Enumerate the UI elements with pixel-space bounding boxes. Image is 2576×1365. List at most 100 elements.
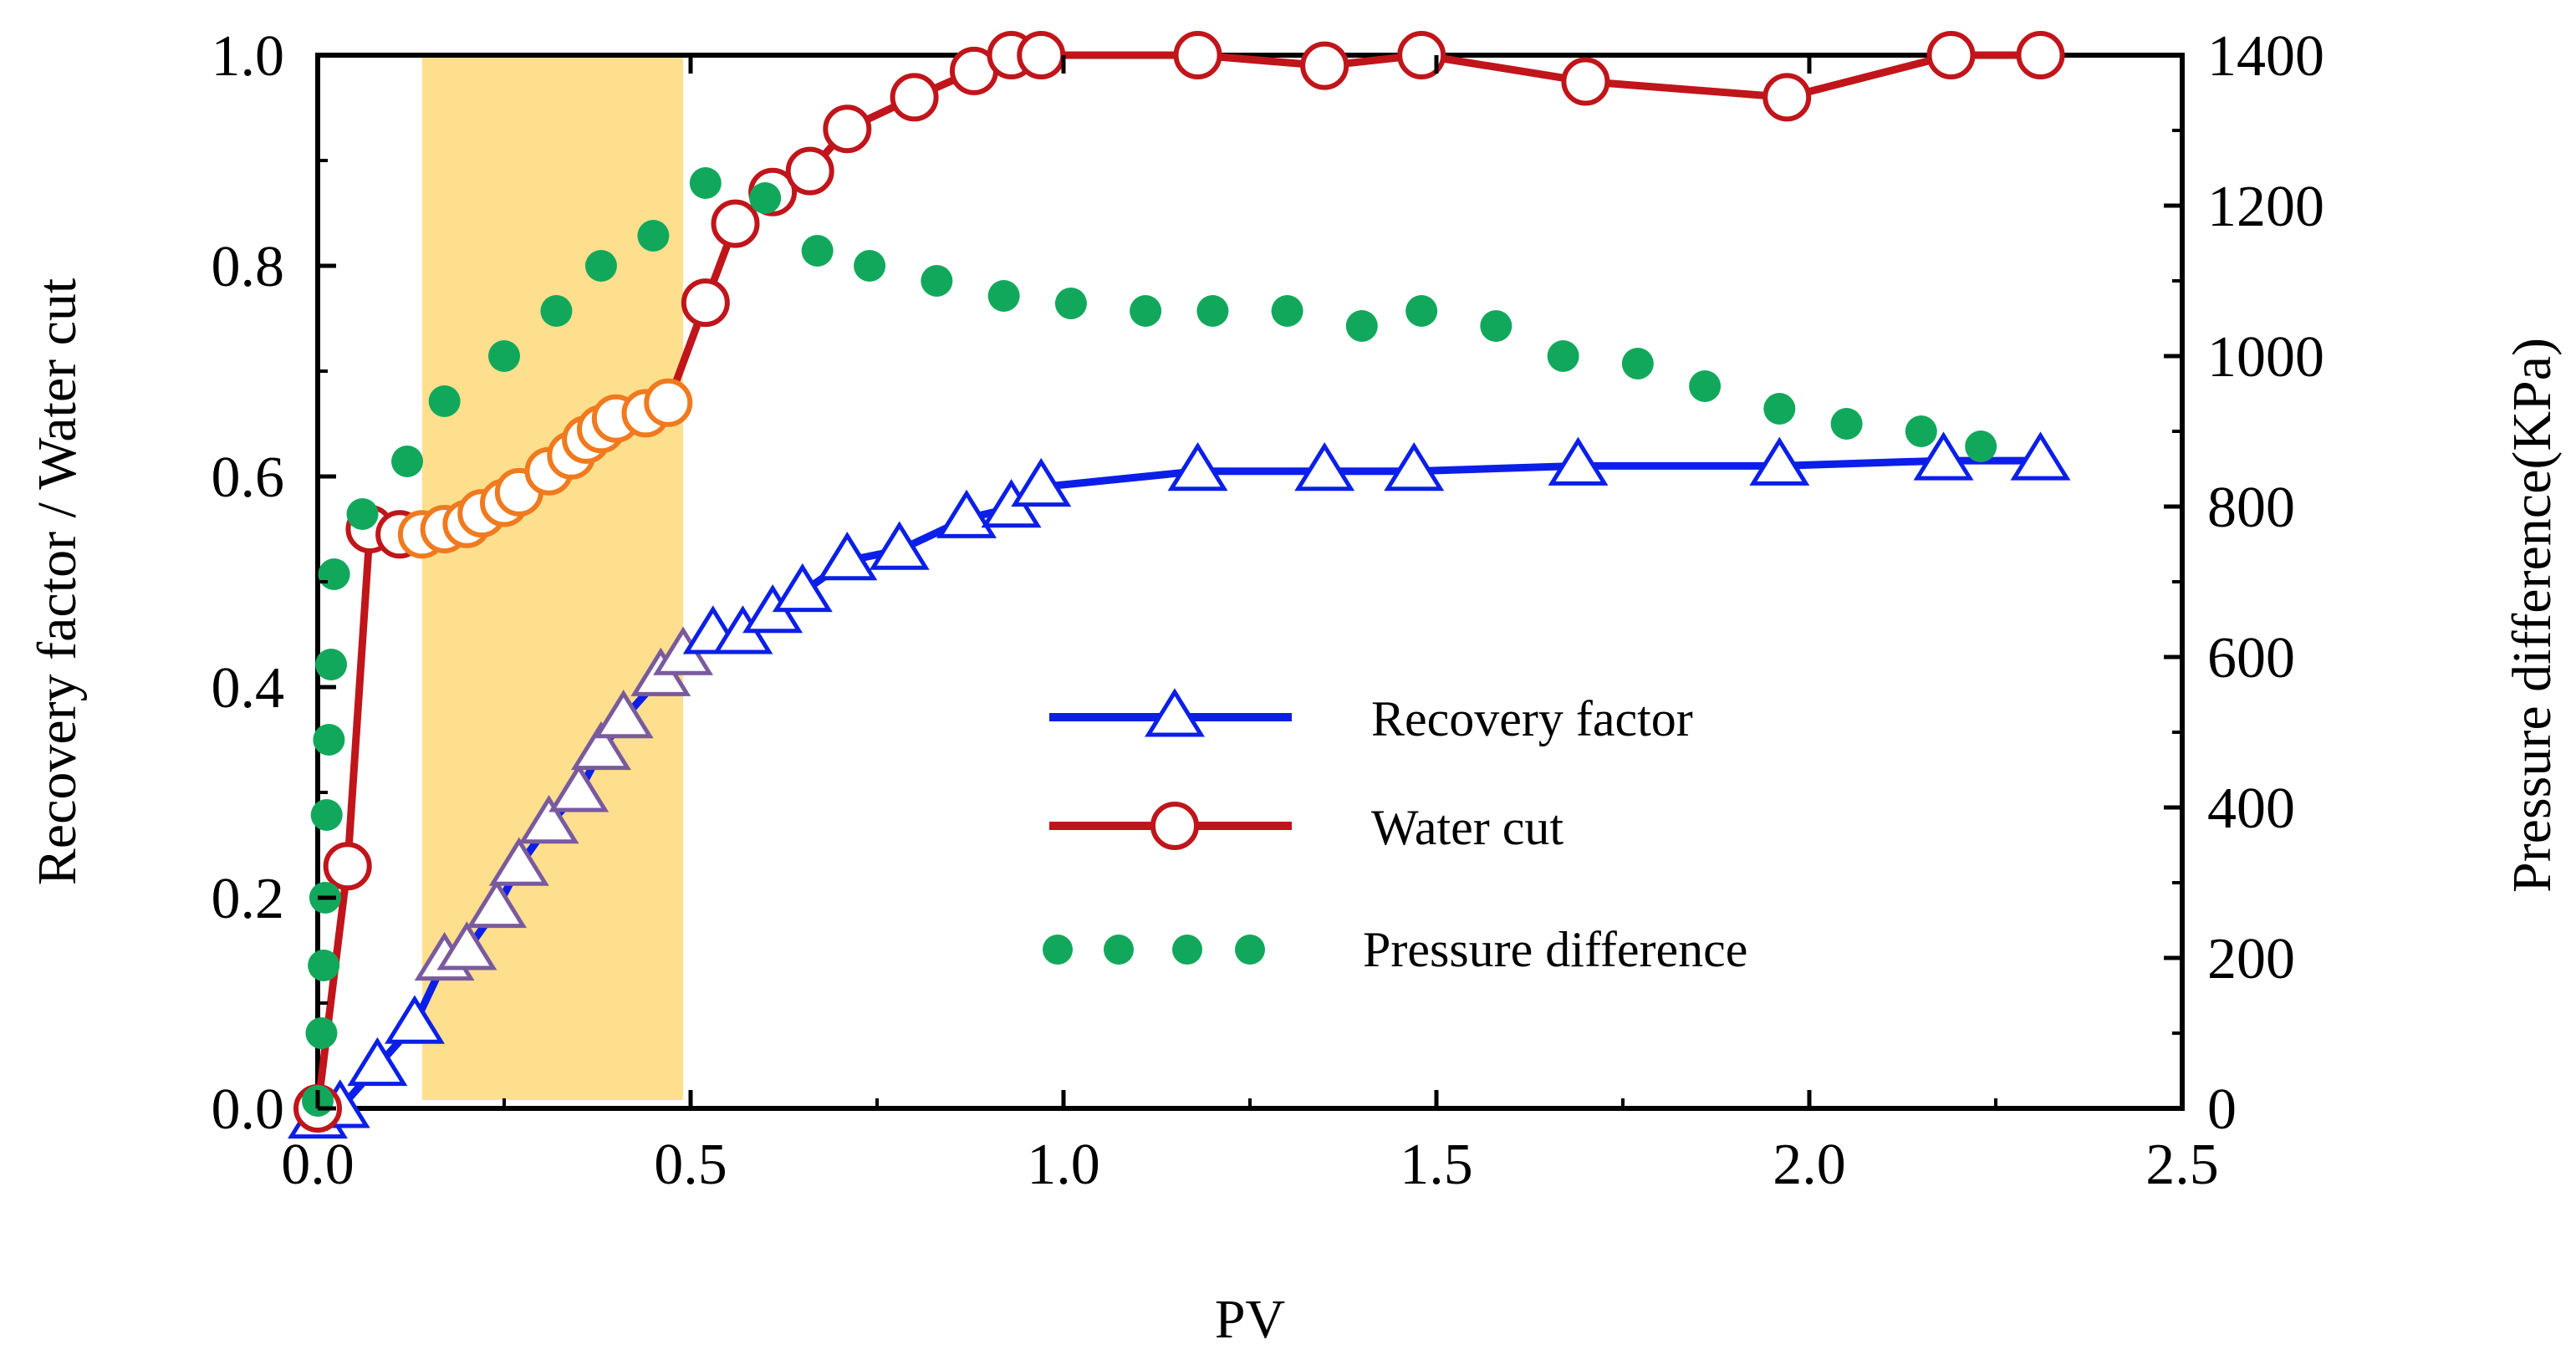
data-point xyxy=(1054,288,1087,319)
data-point xyxy=(570,721,631,771)
series-recovery-factor xyxy=(288,431,2071,1139)
data-point xyxy=(1017,31,1066,79)
data-point xyxy=(1405,295,1438,327)
legend: Recovery factor Water cut Pressure differe… xyxy=(1043,688,1747,977)
data-point xyxy=(1480,310,1512,342)
y2-tick-label: 400 xyxy=(2207,777,2295,841)
data-point xyxy=(1905,415,1937,447)
legend-marker xyxy=(1104,935,1134,965)
y-tick-label: 0.0 xyxy=(212,1077,285,1142)
data-point xyxy=(1345,310,1378,342)
data-point xyxy=(1763,393,1796,425)
data-point xyxy=(1397,31,1446,79)
data-point xyxy=(1173,31,1222,79)
data-point xyxy=(637,220,670,252)
x-tick-label: 1.5 xyxy=(1400,1133,1473,1197)
data-point xyxy=(1300,41,1349,90)
data-point xyxy=(1196,295,1229,327)
data-point xyxy=(305,1017,338,1049)
data-point xyxy=(540,295,573,327)
data-point xyxy=(308,950,340,981)
data-point xyxy=(681,278,730,328)
data-point xyxy=(584,250,617,282)
data-point xyxy=(593,690,654,739)
data-point xyxy=(488,340,520,372)
series-layer xyxy=(288,31,2071,1139)
x-tick-label: 0.0 xyxy=(281,1133,355,1197)
data-point xyxy=(488,837,549,886)
legend-marker xyxy=(1172,935,1202,965)
x-axis-title: PV xyxy=(1215,1289,1285,1350)
x-tick-label: 0.5 xyxy=(654,1133,727,1197)
data-point xyxy=(1271,295,1303,327)
legend-marker xyxy=(1150,802,1199,850)
data-point xyxy=(391,446,424,477)
series-pressure-difference xyxy=(302,167,1997,1117)
legend-item-water-cut: Water cut xyxy=(1049,800,1563,855)
legend-marker xyxy=(1235,935,1265,965)
y-tick-label: 1.0 xyxy=(212,24,285,89)
data-point xyxy=(310,799,343,831)
legend-label: Pressure difference xyxy=(1363,922,1747,977)
y2-tick-label: 200 xyxy=(2207,927,2295,991)
data-point xyxy=(384,995,445,1044)
x-tick-label: 2.5 xyxy=(2145,1133,2219,1197)
data-point xyxy=(428,385,461,417)
y2-tick-label: 0 xyxy=(2207,1077,2237,1142)
data-point xyxy=(1548,436,1609,486)
data-point xyxy=(1762,73,1812,122)
data-point xyxy=(2010,431,2071,481)
data-point xyxy=(346,498,379,530)
legend-label: Recovery factor xyxy=(1371,691,1693,746)
data-point xyxy=(315,649,348,680)
data-point xyxy=(749,182,782,214)
data-point xyxy=(854,250,886,282)
series-water-cut xyxy=(293,31,2065,1133)
data-point xyxy=(1011,457,1072,507)
y-tick-label: 0.2 xyxy=(212,867,285,931)
data-point xyxy=(644,378,693,427)
data-point xyxy=(518,795,579,844)
legend-marker xyxy=(1043,935,1073,965)
legend-item-recovery-factor: Recovery factor xyxy=(1049,688,1693,746)
data-point xyxy=(318,558,350,590)
data-point xyxy=(785,146,834,196)
y2-tick-label: 600 xyxy=(2207,626,2295,690)
y-axis-title-right: Pressure difference(KPa) xyxy=(2502,338,2563,893)
data-point xyxy=(801,235,834,267)
data-point xyxy=(817,532,878,581)
data-point xyxy=(1749,436,1810,486)
data-point xyxy=(772,563,833,613)
data-point xyxy=(921,265,953,297)
data-point xyxy=(548,763,610,812)
data-point xyxy=(1689,370,1722,402)
data-point xyxy=(323,842,372,891)
data-point xyxy=(313,724,345,756)
y-axis-title-left: Recovery factor / Water cut xyxy=(27,278,88,885)
legend-item-pressure-difference: Pressure difference xyxy=(1043,922,1747,977)
legend-label: Water cut xyxy=(1371,800,1563,855)
data-point xyxy=(2016,31,2065,79)
data-point xyxy=(869,521,930,570)
data-point xyxy=(711,199,760,248)
data-point xyxy=(890,73,939,122)
data-point xyxy=(1561,57,1610,106)
data-point xyxy=(1384,441,1445,492)
data-point xyxy=(347,1036,408,1087)
y2-tick-label: 800 xyxy=(2207,476,2295,540)
data-point xyxy=(1130,295,1162,327)
data-point xyxy=(1621,348,1654,379)
data-point xyxy=(1913,431,1974,481)
data-point xyxy=(1294,441,1355,492)
data-point xyxy=(987,280,1020,312)
y-tick-label: 0.4 xyxy=(212,656,285,721)
data-point xyxy=(823,104,872,154)
y2-tick-label: 1200 xyxy=(2207,175,2324,239)
y2-tick-label: 1400 xyxy=(2207,24,2324,89)
data-point xyxy=(1547,340,1579,372)
data-point xyxy=(936,489,997,538)
y-tick-label: 0.6 xyxy=(212,446,285,510)
data-point xyxy=(1167,441,1228,492)
legend-marker xyxy=(1145,688,1205,737)
